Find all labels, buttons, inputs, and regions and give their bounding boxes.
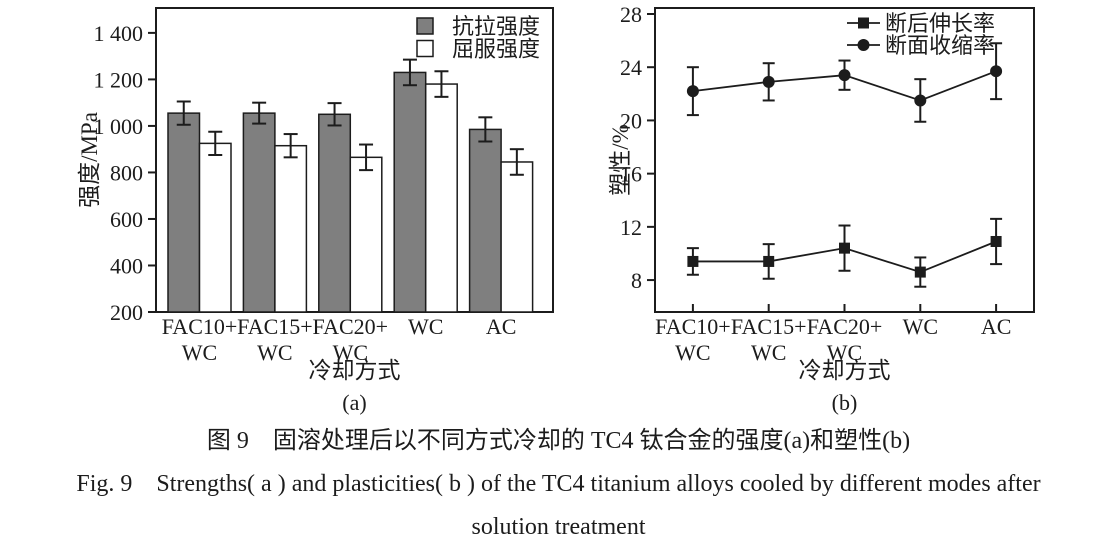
legend-label: 抗拉强度	[452, 14, 540, 39]
square-marker	[914, 266, 926, 278]
square-marker	[839, 242, 850, 254]
y-tick-label: 16	[620, 162, 642, 187]
y-tick-label: 1 000	[94, 114, 144, 139]
x-category-label: AC	[981, 314, 1012, 339]
bar	[349, 156, 383, 313]
y-tick-label: 400	[110, 253, 143, 278]
x-category-label: WC	[827, 340, 862, 365]
bar	[500, 161, 534, 313]
square-marker	[763, 255, 775, 267]
legend-swatch	[416, 39, 434, 58]
square-marker	[858, 17, 869, 29]
circle-marker	[914, 94, 927, 107]
x-category-label: WC	[408, 314, 443, 339]
y-tick-label: 800	[110, 160, 143, 185]
x-category-label: FAC10+	[162, 314, 238, 339]
circle-marker	[762, 75, 775, 88]
y-tick-label: 600	[110, 207, 143, 232]
square-marker	[990, 235, 1002, 247]
circle-marker	[857, 39, 870, 51]
y-tick-label: 200	[110, 300, 143, 325]
legend-swatch	[416, 17, 434, 35]
x-axis-label: 冷却方式	[309, 358, 401, 383]
panel-label: (a)	[342, 390, 366, 415]
circle-marker	[990, 65, 1003, 78]
legend-label: 屈服强度	[452, 37, 540, 62]
x-category-label: AC	[486, 314, 517, 339]
y-tick-label: 1 400	[94, 21, 144, 46]
bar	[468, 128, 502, 313]
x-category-label: WC	[257, 340, 292, 365]
bar	[274, 144, 308, 313]
y-tick-label: 28	[620, 2, 642, 27]
y-axis-label: 塑性/%	[608, 124, 633, 196]
bar	[393, 71, 427, 313]
x-category-label: WC	[751, 340, 786, 365]
strength-bar-chart: 200 400 600 800 1 000 1 200 1 400 强度/MPa 冷却方式 (a)…	[77, 7, 554, 415]
x-axis-label: 冷却方式	[799, 358, 891, 383]
plasticity-line-chart: 81216202428塑性/%冷却方式(b)FAC10+WCFAC15+WCFA…	[608, 2, 1035, 415]
circle-marker	[838, 69, 851, 82]
y-tick-label: 20	[620, 108, 642, 133]
x-category-label: FAC10+	[655, 314, 731, 339]
y-tick-label: 8	[631, 268, 642, 293]
x-category-label: WC	[675, 340, 710, 365]
bar	[318, 113, 352, 313]
x-category-label: WC	[333, 340, 368, 365]
y-tick-label: 24	[620, 55, 642, 80]
x-category-label: WC	[903, 314, 938, 339]
y-tick-label: 12	[620, 215, 642, 240]
y-tick-label: 1 200	[94, 67, 144, 92]
figure-caption: 图 9 固溶处理后以不同方式冷却的 TC4 钛合金的强度(a)和塑性(b) Fi…	[0, 426, 1117, 542]
x-category-label: FAC15+	[731, 314, 807, 339]
charts-row: 200 400 600 800 1 000 1 200 1 400 强度/MPa 冷却方式 (a)…	[77, 2, 1035, 415]
x-category-label: FAC20+	[807, 314, 883, 339]
x-category-label: FAC20+	[313, 314, 389, 339]
y-axis-label: 强度/MPa	[77, 112, 102, 208]
panel-label: (b)	[832, 390, 858, 415]
bar	[424, 83, 458, 313]
bar	[242, 112, 276, 313]
legend-label: 断面收缩率	[885, 33, 995, 58]
square-marker	[687, 255, 699, 267]
bar	[167, 112, 201, 313]
x-category-label: FAC15+	[237, 314, 313, 339]
x-category-label: WC	[182, 340, 217, 365]
caption-chinese: 图 9 固溶处理后以不同方式冷却的 TC4 钛合金的强度(a)和塑性(b)	[206, 428, 911, 454]
caption-english-line2: solution treatment	[471, 514, 646, 540]
bar	[198, 142, 232, 313]
legend-label: 断后伸长率	[885, 11, 995, 36]
caption-english-line1: Fig. 9 Strengths( a ) and plasticities( …	[76, 471, 1041, 497]
circle-marker	[686, 85, 699, 98]
